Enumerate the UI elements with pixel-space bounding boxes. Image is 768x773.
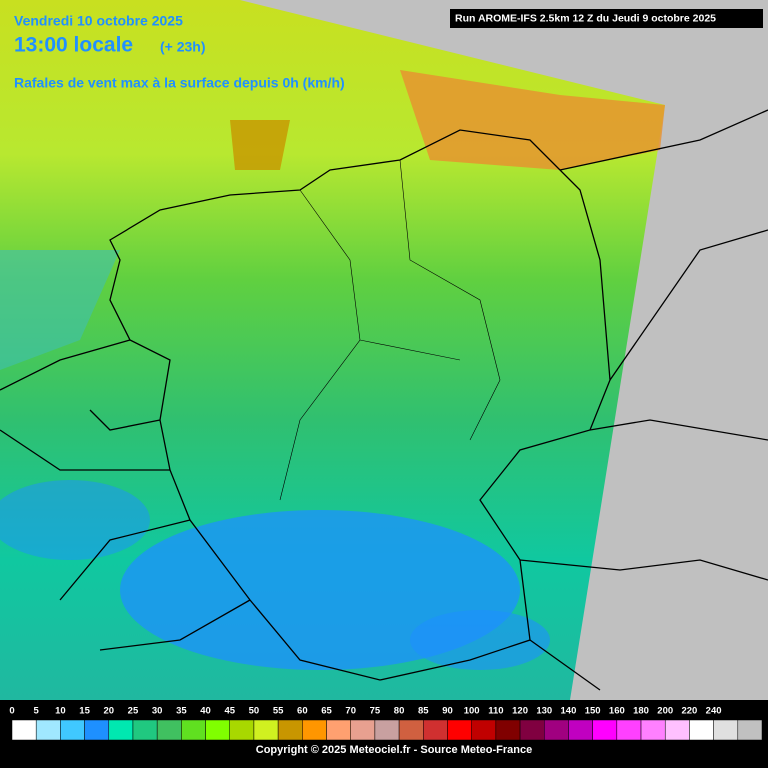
legend-label: 85	[418, 706, 429, 717]
legend-label: 55	[273, 706, 284, 717]
legend-label: 20	[103, 706, 114, 717]
forecast-date: Vendredi 10 octobre 2025	[14, 13, 183, 29]
legend-swatch	[568, 719, 593, 741]
legend-label: 80	[394, 706, 405, 717]
copyright: Copyright © 2025 Meteociel.fr - Source M…	[256, 744, 532, 756]
legend-swatch	[737, 719, 763, 741]
legend-swatch	[132, 719, 158, 741]
legend-label: 60	[297, 706, 308, 717]
legend-swatch	[326, 719, 351, 741]
legend-swatch	[664, 719, 690, 741]
legend-label: 70	[345, 706, 356, 717]
legend-label: 220	[681, 706, 697, 717]
legend-label: 110	[488, 706, 503, 717]
legend-swatch	[423, 719, 448, 741]
legend-swatch	[398, 719, 424, 741]
neighbor-border	[0, 109, 768, 691]
legend-swatch	[374, 719, 400, 741]
gust-patch	[0, 250, 120, 370]
legend-label: 15	[79, 706, 90, 717]
legend-swatch	[11, 719, 37, 741]
legend-swatch	[592, 719, 618, 741]
legend-label: 90	[442, 706, 453, 717]
legend-swatch	[205, 719, 230, 741]
legend-swatch	[544, 719, 569, 741]
legend-swatch	[60, 719, 85, 741]
legend-label: 240	[706, 706, 722, 717]
legend-label: 160	[609, 706, 625, 717]
legend-label: 10	[55, 706, 66, 717]
legend-label: 100	[464, 706, 480, 717]
strong-gust-zone	[400, 70, 665, 170]
legend-swatch	[689, 719, 714, 741]
legend-label: 65	[321, 706, 332, 717]
state-border	[279, 159, 501, 501]
borders	[0, 109, 768, 691]
legend-label: 150	[585, 706, 601, 717]
legend-swatch	[35, 719, 61, 741]
legend-label: 35	[176, 706, 187, 717]
run-info: Run AROME-IFS 2.5km 12 Z du Jeudi 9 octo…	[455, 12, 716, 24]
legend-label: 5	[34, 706, 40, 717]
legend-label: 140	[561, 706, 577, 717]
legend-swatch	[181, 719, 206, 741]
legend-label: 45	[224, 706, 235, 717]
legend-swatch	[616, 719, 642, 741]
legend-swatch	[495, 719, 521, 741]
legend-swatch	[447, 719, 472, 741]
legend-swatch	[156, 719, 182, 741]
legend: 0 5 10 15 20 25 30 35 40 45 50 55 60 65 70 75 80 85 90 100 1…	[9, 706, 763, 741]
run-box	[450, 9, 763, 28]
legend-swatch	[229, 719, 255, 741]
map-subtitle: Rafales de vent max à la surface depuis …	[14, 75, 345, 91]
legend-label: 200	[657, 706, 673, 717]
legend-swatch	[713, 719, 739, 741]
legend-label: 50	[249, 706, 260, 717]
weak-gust-zone	[410, 610, 550, 670]
forecast-time: 13:00 locale	[14, 34, 133, 57]
legend-swatch	[277, 719, 303, 741]
legend-label: 75	[370, 706, 381, 717]
legend-label: 0	[9, 706, 14, 717]
legend-swatch	[350, 719, 376, 741]
legend-swatch	[253, 719, 279, 741]
legend-swatch	[519, 719, 545, 741]
legend-swatch	[471, 719, 497, 741]
lead-time: (+ 23h)	[160, 39, 206, 55]
gust-patch	[230, 120, 290, 170]
legend-label: 25	[128, 706, 139, 717]
legend-label: 130	[536, 706, 552, 717]
legend-swatch	[640, 719, 666, 741]
legend-label: 120	[512, 706, 528, 717]
legend-label: 30	[152, 706, 163, 717]
legend-swatch	[108, 719, 134, 741]
legend-label: 180	[633, 706, 649, 717]
model-domain	[0, 0, 665, 700]
legend-swatch	[302, 719, 327, 741]
legend-swatch	[84, 719, 110, 741]
legend-label: 40	[200, 706, 211, 717]
